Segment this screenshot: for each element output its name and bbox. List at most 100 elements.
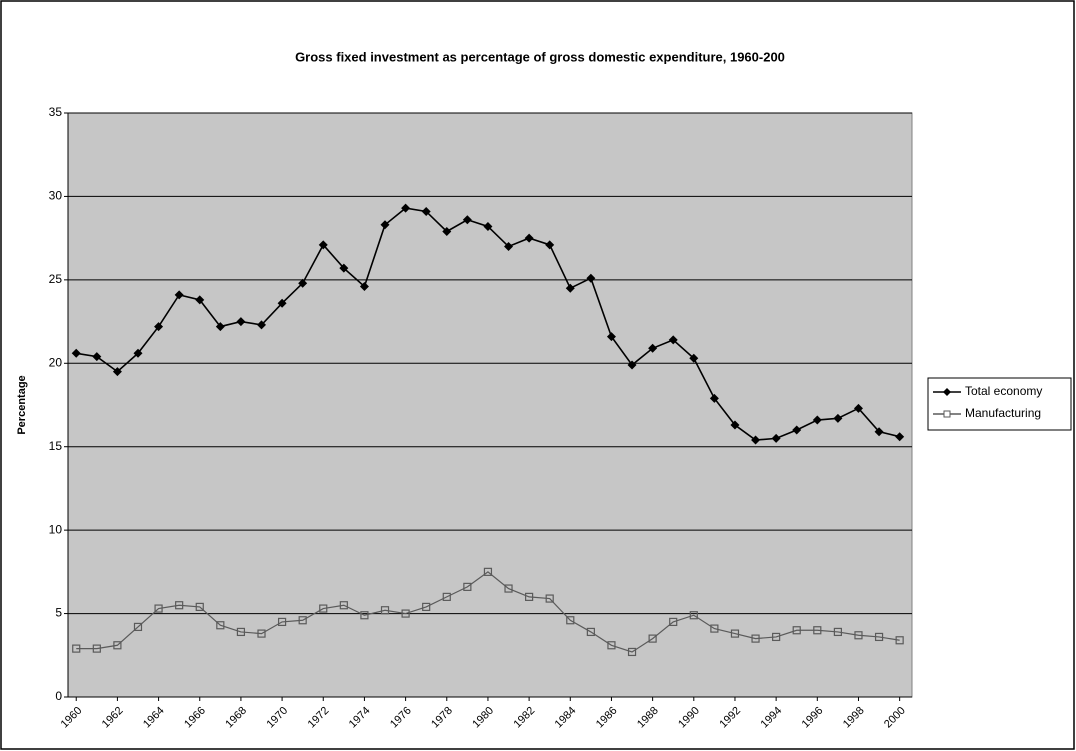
legend-label: Total economy bbox=[965, 384, 1042, 398]
diamond-marker bbox=[298, 278, 308, 288]
diamond-marker bbox=[215, 322, 225, 332]
diamond-marker bbox=[586, 273, 596, 283]
diamond-marker bbox=[751, 435, 761, 445]
diamond-marker bbox=[709, 393, 719, 403]
square-marker bbox=[339, 601, 348, 610]
square-marker bbox=[72, 644, 81, 653]
diamond-marker bbox=[545, 240, 555, 250]
legend-marker bbox=[943, 388, 951, 396]
diamond-marker bbox=[112, 367, 122, 377]
square-marker bbox=[401, 609, 410, 618]
diamond-marker bbox=[565, 283, 575, 293]
diamond-marker bbox=[874, 427, 884, 437]
square-marker bbox=[319, 604, 328, 613]
square-marker bbox=[154, 604, 163, 613]
square-marker bbox=[854, 631, 863, 640]
y-tick-label: 0 bbox=[55, 689, 62, 703]
y-tick-label: 5 bbox=[55, 606, 62, 620]
square-marker bbox=[710, 624, 719, 633]
y-tick-label: 20 bbox=[49, 355, 63, 369]
diamond-marker bbox=[92, 352, 102, 362]
square-marker bbox=[298, 616, 307, 625]
y-tick-label: 10 bbox=[49, 522, 63, 536]
square-marker bbox=[792, 626, 801, 635]
diamond-marker bbox=[401, 203, 411, 213]
y-tick-label: 15 bbox=[49, 439, 63, 453]
square-marker bbox=[463, 582, 472, 591]
diamond-marker bbox=[133, 348, 143, 358]
diamond-marker bbox=[853, 403, 863, 413]
square-marker bbox=[133, 622, 143, 632]
diamond-marker bbox=[730, 420, 740, 430]
square-marker bbox=[874, 632, 884, 642]
diamond-marker bbox=[257, 320, 267, 330]
plot-area bbox=[67, 112, 913, 698]
square-marker bbox=[277, 617, 287, 627]
diamond-marker bbox=[421, 206, 431, 216]
square-marker bbox=[607, 641, 616, 650]
diamond-marker bbox=[524, 233, 534, 243]
square-marker bbox=[689, 611, 698, 620]
diamond-marker bbox=[792, 425, 802, 435]
diamond-marker bbox=[606, 332, 616, 342]
square-marker bbox=[442, 592, 451, 601]
square-marker bbox=[236, 627, 246, 637]
square-marker bbox=[195, 602, 204, 611]
diamond-marker bbox=[462, 215, 472, 225]
diamond-marker bbox=[833, 413, 843, 423]
legend-box bbox=[927, 377, 1072, 431]
legend-label: Manufacturing bbox=[965, 406, 1041, 420]
diamond-marker bbox=[318, 240, 328, 250]
diamond-marker bbox=[277, 298, 287, 308]
square-marker bbox=[216, 621, 225, 630]
square-marker bbox=[175, 601, 184, 610]
square-marker bbox=[813, 626, 822, 635]
square-marker bbox=[504, 584, 513, 593]
square-marker bbox=[257, 629, 266, 638]
diamond-marker bbox=[174, 290, 184, 300]
diamond-marker bbox=[648, 343, 658, 353]
square-marker bbox=[648, 634, 657, 643]
square-marker bbox=[895, 636, 904, 645]
square-marker bbox=[92, 644, 101, 653]
diamond-marker bbox=[359, 282, 369, 292]
y-tick-label: 30 bbox=[49, 189, 63, 203]
square-marker bbox=[360, 611, 369, 620]
square-marker bbox=[751, 634, 760, 643]
square-marker bbox=[525, 592, 534, 601]
chart-title: Gross fixed investment as percentage of … bbox=[295, 49, 785, 64]
diamond-marker bbox=[339, 263, 349, 273]
square-marker bbox=[627, 647, 637, 657]
square-marker bbox=[669, 617, 678, 627]
square-marker bbox=[833, 627, 842, 637]
diamond-marker bbox=[195, 295, 205, 305]
diamond-marker bbox=[668, 335, 678, 345]
y-tick-label: 25 bbox=[49, 272, 63, 286]
diamond-marker bbox=[689, 353, 699, 363]
square-marker bbox=[730, 629, 740, 638]
square-marker bbox=[380, 606, 390, 615]
diamond-marker bbox=[504, 241, 514, 251]
square-marker bbox=[483, 567, 493, 576]
diamond-marker bbox=[71, 348, 81, 358]
diamond-marker bbox=[236, 317, 246, 327]
square-marker bbox=[113, 641, 122, 650]
diamond-marker bbox=[771, 433, 781, 443]
diamond-marker bbox=[812, 415, 822, 425]
series-line bbox=[76, 571, 900, 653]
diamond-marker bbox=[483, 221, 493, 231]
diamond-marker bbox=[627, 360, 637, 370]
diamond-marker bbox=[895, 432, 905, 442]
square-marker bbox=[772, 632, 781, 642]
square-marker bbox=[566, 616, 575, 625]
diamond-marker bbox=[380, 220, 390, 230]
square-marker bbox=[545, 594, 554, 603]
square-marker bbox=[422, 602, 431, 611]
legend-marker bbox=[943, 410, 951, 418]
diamond-marker bbox=[442, 226, 452, 236]
y-axis-label: Percentage bbox=[16, 375, 28, 434]
diamond-marker bbox=[154, 322, 164, 332]
square-marker bbox=[586, 627, 595, 637]
y-tick-label: 35 bbox=[49, 105, 63, 119]
